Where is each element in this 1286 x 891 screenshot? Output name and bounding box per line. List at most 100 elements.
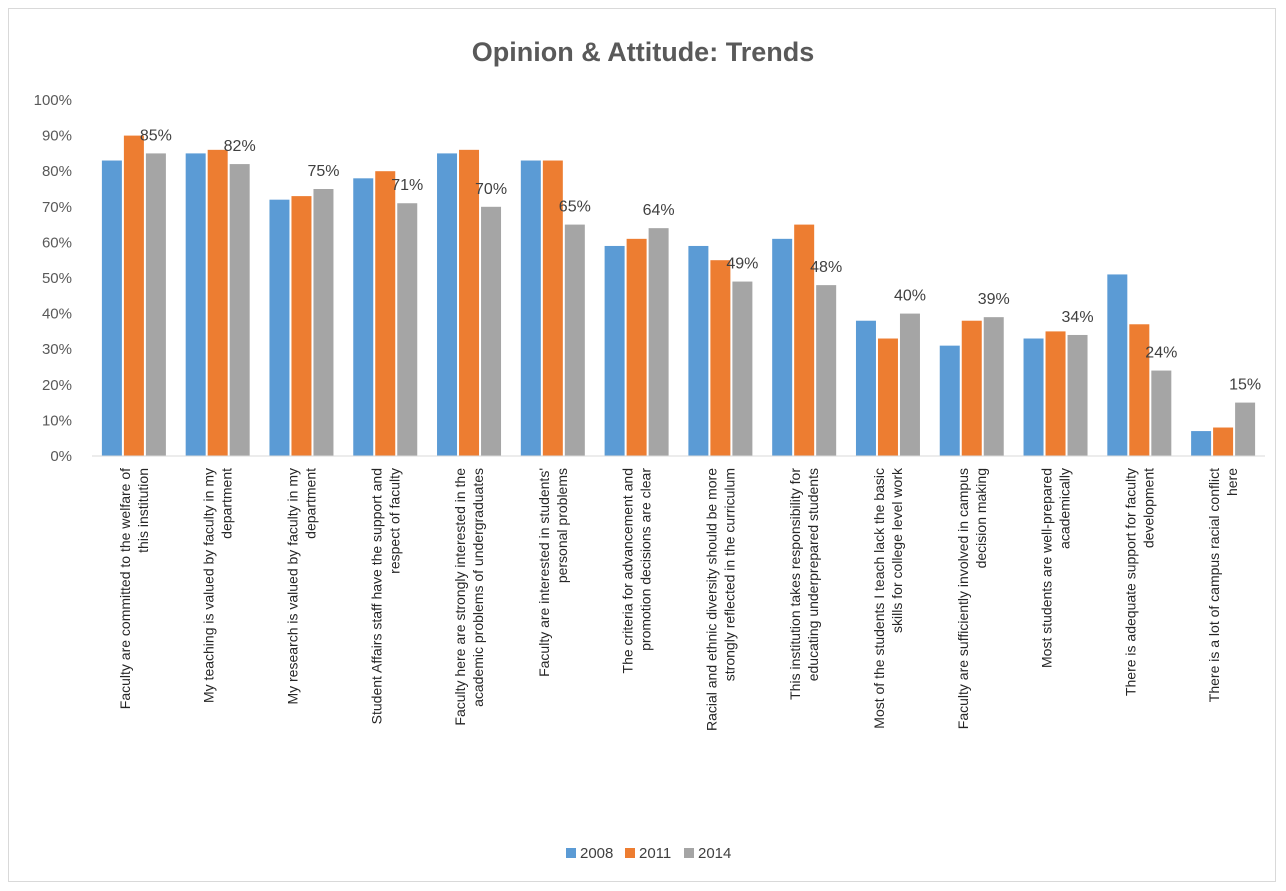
- y-tick-label: 0%: [50, 448, 72, 465]
- bar-2011: [626, 238, 647, 456]
- bar-2011: [291, 196, 312, 456]
- bar-2008: [1191, 431, 1212, 456]
- bar-2011: [459, 149, 480, 456]
- legend: 2008 2011 2014: [566, 845, 731, 862]
- y-axis: 0% 10% 20% 30% 40% 50% 60% 70% 80% 90% 100%: [34, 92, 72, 465]
- bar-2011: [961, 320, 982, 456]
- x-tick-label-line: My research is valued by faculty in my: [284, 468, 300, 705]
- legend-item-2008: 2008: [566, 845, 613, 862]
- bar-2008: [939, 345, 960, 456]
- data-label: 40%: [894, 288, 926, 305]
- data-label: 39%: [978, 291, 1010, 308]
- bar-2014: [313, 189, 334, 456]
- bar-chart: Opinion & Attitude: Trends 0% 10% 20% 30% 40…: [34, 37, 1265, 862]
- y-tick-label: 100%: [34, 92, 72, 109]
- y-tick-label: 80%: [42, 163, 72, 180]
- x-tick-label: There is a lot of campus racial conflict…: [1206, 468, 1240, 702]
- bar-2011: [1213, 427, 1234, 456]
- bar-2011: [710, 260, 731, 456]
- bar-2014: [481, 206, 502, 456]
- x-tick-label-line: here: [1224, 468, 1240, 496]
- x-tick-label-line: Student Affairs staff have the support a…: [368, 468, 384, 724]
- x-tick-label-line: Faculty are interested in students': [536, 468, 552, 677]
- x-tick-label: My research is valued by faculty in my de…: [284, 468, 318, 705]
- x-tick-label: Faculty are interested in students' perso…: [536, 468, 570, 677]
- chart-frame: Opinion & Attitude: Trends 0% 10% 20% 30% 40…: [8, 8, 1276, 882]
- x-tick-label-line: Racial and ethnic diversity should be mo…: [703, 468, 719, 731]
- y-tick-label: 70%: [42, 199, 72, 216]
- x-tick-label-line: Faculty are committed to the welfare of: [117, 468, 133, 709]
- x-tick-label-line: strongly reflected in the curriculum: [721, 468, 737, 681]
- bar-2008: [604, 245, 625, 456]
- bar-2008: [1107, 274, 1128, 456]
- x-tick-label-line: There is adequate support for faculty: [1122, 468, 1138, 696]
- x-tick-label-line: Faculty are sufficiently involved in cam…: [955, 468, 971, 729]
- y-tick-label: 20%: [42, 377, 72, 394]
- x-tick-label: There is adequate support for faculty dev…: [1122, 468, 1156, 696]
- x-tick-label: Most students are well-prepared academica…: [1039, 468, 1073, 668]
- bar-2008: [772, 238, 793, 456]
- bar-2014: [1235, 402, 1256, 456]
- x-tick-label-line: department: [302, 468, 318, 539]
- bar-2014: [564, 224, 585, 456]
- bar-2014: [983, 317, 1004, 456]
- bar-2008: [185, 153, 206, 456]
- bar-2014: [899, 313, 920, 456]
- bar-2008: [1023, 338, 1044, 456]
- x-tick-label-line: promotion decisions are clear: [638, 468, 654, 651]
- data-label: 75%: [307, 163, 339, 180]
- data-label: 71%: [391, 177, 423, 194]
- data-label: 34%: [1062, 309, 1094, 326]
- data-label: 64%: [643, 202, 675, 219]
- x-tick-label-line: academic problems of undergraduates: [470, 468, 486, 707]
- bar-2014: [732, 281, 753, 456]
- x-tick-label-line: The criteria for advancement and: [620, 468, 636, 673]
- x-tick-label-line: Most students are well-prepared: [1039, 468, 1055, 668]
- legend-item-2014: 2014: [684, 845, 731, 862]
- x-tick-label: The criteria for advancement and promotio…: [620, 468, 654, 674]
- bar-2011: [1045, 331, 1066, 456]
- y-tick-label: 40%: [42, 306, 72, 323]
- x-tick-label: Most of the students I teach lack the ba…: [871, 467, 905, 729]
- y-tick-label: 60%: [42, 234, 72, 251]
- x-tick-label-line: This institution takes responsibility fo…: [787, 468, 803, 700]
- x-tick-label-line: personal problems: [554, 468, 570, 583]
- bar-2011: [794, 224, 815, 456]
- data-label: 24%: [1145, 345, 1177, 362]
- bar-2014: [816, 285, 837, 456]
- y-tick-label: 50%: [42, 270, 72, 287]
- legend-item-2011: 2011: [625, 845, 671, 862]
- bar-2008: [688, 245, 709, 456]
- bar-2014: [229, 164, 250, 456]
- bar-2011: [123, 135, 144, 456]
- bar-2008: [101, 160, 122, 456]
- x-tick-label-line: skills for college level work: [889, 467, 905, 633]
- legend-swatch: [566, 848, 576, 858]
- x-tick-label-line: There is a lot of campus racial conflict: [1206, 468, 1222, 702]
- bars: [101, 135, 1256, 456]
- bar-2014: [397, 203, 418, 456]
- bar-2008: [520, 160, 541, 456]
- x-tick-label-line: My teaching is valued by faculty in my: [201, 468, 217, 703]
- bar-2014: [1151, 370, 1172, 456]
- x-tick-label-line: academically: [1057, 468, 1073, 549]
- x-tick-label: Racial and ethnic diversity should be mo…: [703, 468, 737, 731]
- x-tick-label: Student Affairs staff have the support a…: [368, 468, 402, 724]
- x-tick-label-line: decision making: [973, 468, 989, 568]
- x-tick-label-line: this institution: [135, 468, 151, 553]
- data-label: 65%: [559, 199, 591, 216]
- y-tick-label: 30%: [42, 341, 72, 358]
- x-tick-label-line: Most of the students I teach lack the ba…: [871, 468, 887, 729]
- bar-2011: [877, 338, 898, 456]
- x-axis: Faculty are committed to the welfare of t…: [92, 455, 1265, 731]
- x-tick-label-line: development: [1140, 468, 1156, 548]
- legend-label: 2011: [639, 845, 671, 862]
- x-tick-label: Faculty here are strongly interested in …: [452, 468, 486, 726]
- data-labels: 85% 82% 75% 71% 70% 65% 64% 49% 48% 40% 39% 34% 24% 1…: [140, 127, 1261, 393]
- bar-2014: [145, 153, 166, 456]
- x-tick-label: This institution takes responsibility fo…: [787, 468, 821, 700]
- bar-2011: [1129, 324, 1150, 456]
- x-tick-label: Faculty are committed to the welfare of t…: [117, 468, 151, 709]
- data-label: 15%: [1229, 377, 1261, 394]
- legend-label: 2014: [698, 845, 731, 862]
